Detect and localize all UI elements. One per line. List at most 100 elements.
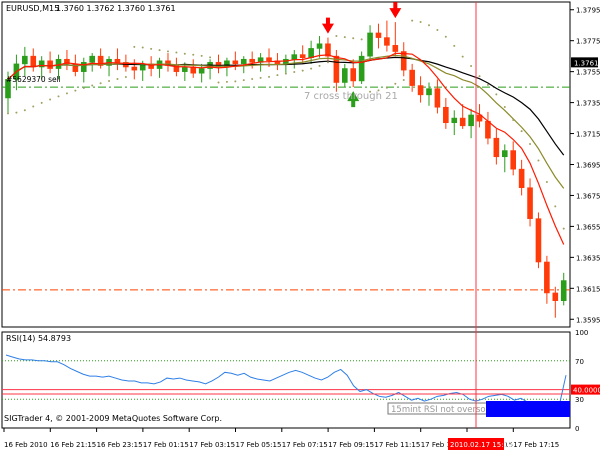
current-price-tag [571,57,598,68]
sar-dot [65,92,68,95]
sar-dot [91,84,94,87]
sar-dot [209,56,212,59]
time-tick-label: 17 Feb 17:15 [513,441,559,449]
candle-body [375,32,382,38]
sar-dot [411,19,414,22]
candle-body [30,55,37,68]
candle-body [198,68,205,74]
sar-dot [251,78,254,81]
candle-body [131,66,138,71]
sar-dot [520,130,523,133]
sar-dot [537,159,540,162]
candle-body [350,68,357,82]
time-tick-label: 17 Feb 05:15 [236,441,282,449]
price-tick-label: 1.3735 [576,100,600,108]
candle-body [417,85,424,96]
sar-dot [503,105,506,108]
candle-body [434,88,441,108]
sar-dot [284,72,287,75]
candle-body [409,69,415,86]
candle-body [64,58,70,65]
chart-marks [5,19,567,318]
sar-dot [293,71,296,74]
candle-body [325,43,331,57]
sar-dot [436,29,439,32]
candle-body [392,45,399,52]
candle-body [518,168,525,189]
sar-dot [225,80,228,83]
sar-dot [259,76,262,79]
time-tick-label: 16 Feb 21:15 [50,441,96,449]
rsi-line [5,354,567,409]
price-tick-label: 1.3595 [576,316,600,324]
sar-dot [268,75,271,78]
order-label: #5629370 sell [6,75,61,84]
candle-body [451,117,458,124]
rsi-tick-label: 0 [575,425,579,433]
price-tick-label: 1.3775 [576,38,600,46]
sar-dot [453,44,456,47]
sar-dot [343,36,346,39]
sar-dot [158,49,161,52]
time-tick-label: 16 Feb 23:15 [97,441,143,449]
price-tick-label: 1.3755 [576,69,600,77]
candle-body [80,62,87,72]
sar-dot [428,24,430,27]
price-tick-label: 1.3615 [576,285,600,293]
rsi-current-level-tag [571,384,600,395]
time-tick-label: 17 Feb 11:15 [374,441,420,449]
sar-dot [57,95,60,98]
rsi-text-box-label: 15mint RSI not oversold good trade [391,405,543,415]
candle-body [341,68,348,83]
price-tick-label: 1.3795 [576,7,600,15]
sar-dot [276,74,279,77]
candle-body [400,51,407,71]
sar-dot [175,51,178,54]
sar-dot [133,45,136,48]
candle-body [333,55,340,83]
sar-dot [183,52,186,55]
candle-body [476,114,483,122]
crosshair-time-tag [448,438,504,450]
candle-body [308,48,314,59]
sar-dot [470,65,473,68]
candle-body [501,150,508,158]
sar-dot [529,142,532,145]
sar-dot [444,35,447,38]
cross-annotation: 7 cross through 21 [304,91,398,102]
candle-body [89,55,95,63]
sar-dot [326,61,329,64]
candle-body [215,62,222,68]
sar-dot [310,67,313,70]
price-tick-label: 1.3655 [576,223,600,231]
sar-dot [141,46,144,49]
candle-body [544,261,550,294]
sar-dot [545,181,548,184]
sell-arrow-icon [389,2,402,19]
sar-dot [419,20,422,23]
sar-dot [402,78,405,81]
selection-band [486,401,570,417]
sar-dot [554,205,557,208]
candle-body [443,106,449,124]
sar-dot [234,80,237,83]
candle-body [527,187,533,219]
sar-dot [116,77,119,80]
candle-body [485,120,491,139]
candle-body [426,88,432,96]
candle-body [114,58,121,63]
candle-body [249,58,255,63]
rsi-panel: 15mint RSI not oversold good trade [1,331,571,429]
sar-dot [7,112,9,115]
rsi-title: RSI(14) 54.8793 [6,334,71,343]
sar-dot [377,89,380,92]
candle-body [468,114,474,127]
candle-body [291,54,298,60]
sar-dot [32,105,35,108]
rsi-tick-label: 100 [575,329,588,337]
candle-body [552,292,559,301]
sar-dot [192,53,195,56]
